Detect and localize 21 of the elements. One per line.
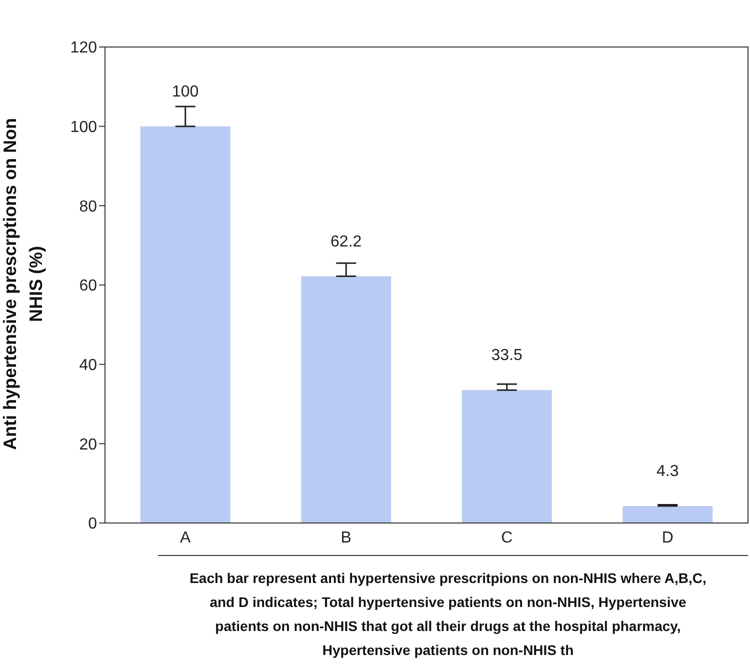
y-tick-label: 0 xyxy=(88,516,98,533)
x-tick-label: A xyxy=(180,529,192,546)
x-tick-label: D xyxy=(662,529,674,546)
bar xyxy=(140,126,230,523)
y-axis-title: Anti hypertensive prescrptions on Non NHIS (%) xyxy=(0,116,47,452)
data-label: 33.5 xyxy=(491,347,523,364)
bar xyxy=(622,506,713,523)
y-tick-label: 40 xyxy=(79,357,98,374)
bar xyxy=(462,390,552,523)
bar xyxy=(301,276,392,523)
y-tick-label: 20 xyxy=(79,436,98,454)
x-tick-label: C xyxy=(501,529,513,546)
y-tick-label: 120 xyxy=(70,40,98,57)
data-label: 4.3 xyxy=(656,462,679,480)
x-tick-label: B xyxy=(340,529,352,546)
x-axis-title: Each bar represent anti hypertensive prescritpions on non-NHIS where A,B,C, and D indicates; Total hypertensive patients on non-NHIS, Hypertensive patients on non-NHIS that got all their drugs at the hospital pharmacy, Hypertensive patients on non-NHIS th xyxy=(188,569,708,660)
y-tick-label: 100 xyxy=(70,119,98,136)
y-tick-label: 60 xyxy=(79,278,98,295)
data-label: 62.2 xyxy=(330,233,362,250)
y-tick-label: 80 xyxy=(79,198,98,216)
data-label: 100 xyxy=(172,83,199,100)
